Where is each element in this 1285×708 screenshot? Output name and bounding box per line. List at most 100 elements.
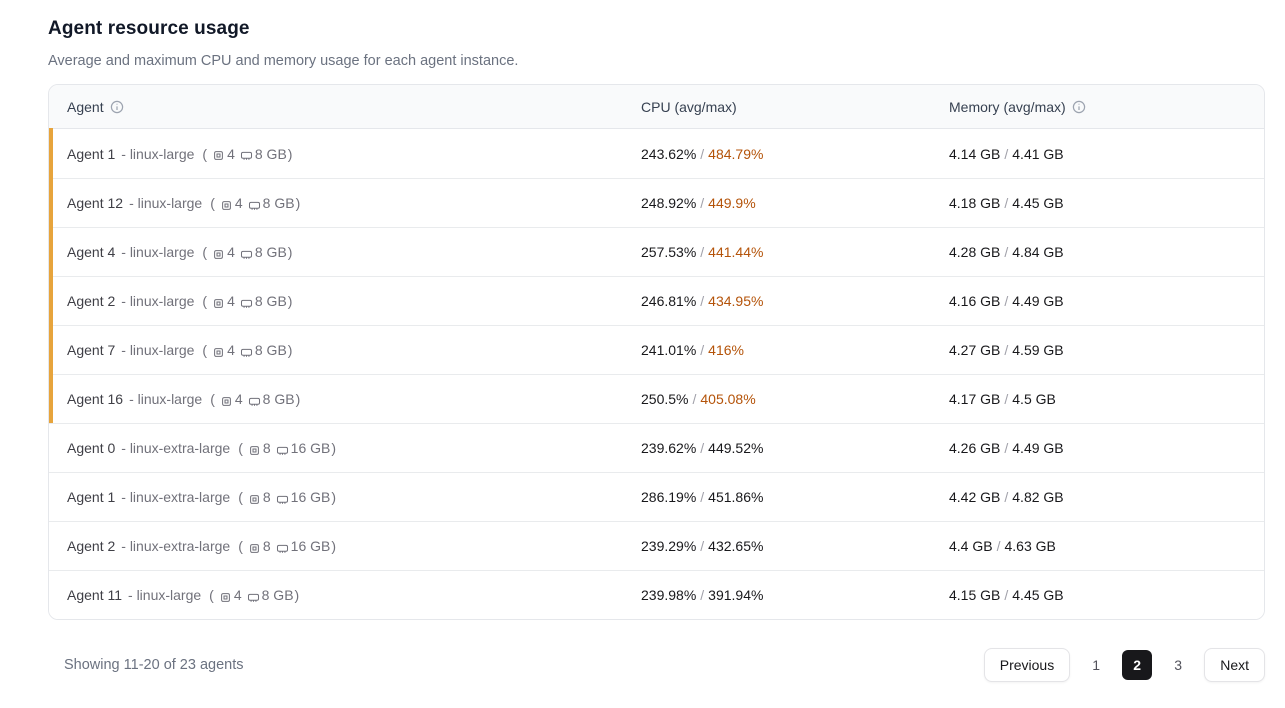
memory-stick-icon	[240, 250, 252, 259]
agent-name: Agent 2	[67, 538, 116, 554]
cpu-max-value: 434.95%	[708, 293, 764, 309]
cpu-avg-value: 248.92%	[641, 195, 697, 211]
table-header-row: Agent CPU (avg/max) Memory (avg/max)	[49, 85, 1264, 129]
agent-type: - linux-large	[129, 391, 203, 407]
cpu-avg-value: 239.62%	[641, 440, 697, 456]
value-separator: /	[1004, 489, 1009, 505]
info-icon[interactable]	[110, 100, 124, 114]
value-separator: /	[1004, 391, 1009, 407]
agent-spec: ( 4 8 GB )	[202, 244, 292, 260]
memory-max-value: 4.49 GB	[1012, 440, 1064, 456]
agent-cell: Agent 2 - linux-extra-large ( 8 16 GB )	[49, 538, 641, 554]
spec-close-paren: )	[287, 145, 293, 162]
spec-cpu-count: 4	[227, 342, 235, 358]
value-separator: /	[700, 440, 705, 456]
value-separator: /	[700, 244, 705, 260]
agent-name: Agent 12	[67, 195, 124, 211]
spec-memory-size: 8 GB	[262, 195, 295, 211]
cpu-max-value: 441.44%	[708, 244, 764, 260]
memory-avg-value: 4.17 GB	[949, 391, 1001, 407]
table-row: Agent 2 - linux-extra-large ( 8 16 GB )	[49, 521, 1264, 570]
spec-close-paren: )	[331, 538, 337, 554]
page-numbers: 1 2 3	[1089, 650, 1185, 680]
spec-cpu-count: 4	[227, 244, 235, 260]
agent-type: - linux-extra-large	[121, 489, 231, 505]
pagination: Previous 1 2 3 Next	[983, 648, 1265, 682]
value-separator: /	[700, 587, 705, 603]
previous-button[interactable]: Previous	[983, 648, 1071, 682]
agent-usage-table: Agent CPU (avg/max) Memory (avg/max)	[48, 84, 1265, 620]
cpu-chip-icon	[220, 592, 230, 602]
spec-close-paren: )	[295, 391, 301, 407]
memory-avg-value: 4.26 GB	[949, 440, 1001, 456]
spec-close-paren: )	[294, 587, 300, 603]
memory-stick-icon	[247, 593, 259, 602]
memory-max-value: 4.45 GB	[1012, 587, 1064, 603]
memory-cell: 4.18 GB/4.45 GB	[949, 195, 1264, 211]
value-separator: /	[1004, 195, 1009, 211]
value-separator: /	[996, 538, 1001, 554]
agent-spec: ( 4 8 GB )	[210, 195, 300, 211]
next-button[interactable]: Next	[1204, 648, 1265, 682]
memory-avg-value: 4.16 GB	[949, 293, 1001, 309]
agent-name: Agent 7	[67, 342, 116, 358]
agent-cell: Agent 0 - linux-extra-large ( 8 16 GB )	[49, 440, 641, 456]
memory-cell: 4.26 GB/4.49 GB	[949, 440, 1264, 456]
spec-cpu-count: 4	[233, 587, 242, 603]
spec-cpu-count: 8	[262, 538, 271, 554]
info-icon[interactable]	[1072, 100, 1086, 114]
page-title: Agent resource usage	[48, 18, 250, 39]
agent-name: Agent 2	[67, 293, 116, 309]
cpu-cell: 239.62%/449.52%	[641, 440, 949, 456]
cpu-avg-value: 250.5%	[641, 391, 689, 407]
table-body: Agent 1 - linux-large ( 4 8 GB )	[49, 128, 1264, 619]
cpu-avg-value: 246.81%	[641, 293, 697, 309]
column-header-memory: Memory (avg/max)	[949, 99, 1264, 115]
column-header-memory-label: Memory (avg/max)	[949, 98, 1066, 115]
spec-memory-size: 16 GB	[290, 440, 331, 456]
page: Agent resource usage Average and maximum…	[48, 18, 1265, 682]
spec-open-paren: (	[210, 391, 215, 407]
memory-max-value: 4.45 GB	[1012, 195, 1064, 211]
spec-open-paren: (	[238, 538, 243, 554]
memory-avg-value: 4.27 GB	[949, 342, 1001, 358]
cpu-cell: 246.81%/434.95%	[641, 293, 949, 309]
value-separator: /	[700, 489, 705, 505]
spec-close-paren: )	[287, 293, 293, 309]
memory-stick-icon	[276, 446, 288, 455]
memory-stick-icon	[240, 151, 252, 160]
cpu-chip-icon	[221, 200, 231, 210]
value-separator: /	[1004, 244, 1009, 260]
page-number-3[interactable]: 3	[1171, 657, 1185, 673]
memory-max-value: 4.63 GB	[1004, 538, 1056, 554]
memory-max-value: 4.49 GB	[1012, 293, 1064, 309]
spec-memory-size: 8 GB	[254, 145, 287, 162]
agent-spec: ( 4 8 GB )	[210, 391, 300, 407]
agent-spec: ( 4 8 GB )	[202, 342, 292, 358]
agent-name: Agent 1	[67, 489, 116, 505]
spec-memory-size: 16 GB	[290, 538, 331, 554]
memory-cell: 4.42 GB/4.82 GB	[949, 489, 1264, 505]
memory-cell: 4.15 GB/4.45 GB	[949, 587, 1264, 603]
agent-name: Agent 16	[67, 391, 124, 407]
cpu-avg-value: 286.19%	[641, 489, 697, 505]
memory-stick-icon	[276, 544, 288, 553]
spec-open-paren: (	[202, 244, 208, 260]
cpu-avg-value: 243.62%	[641, 145, 697, 162]
cpu-chip-icon	[214, 249, 223, 259]
spec-close-paren: )	[287, 244, 293, 260]
page-number-2[interactable]: 2	[1122, 650, 1153, 680]
value-separator: /	[700, 538, 705, 554]
memory-cell: 4.27 GB/4.59 GB	[949, 342, 1264, 358]
agent-spec: ( 4 8 GB )	[209, 587, 299, 603]
spec-cpu-count: 4	[234, 195, 243, 211]
table-row: Agent 7 - linux-large ( 4 8 GB )	[49, 325, 1264, 374]
column-header-agent-label: Agent	[67, 98, 104, 115]
page-number-1[interactable]: 1	[1089, 657, 1103, 673]
cpu-chip-icon	[249, 494, 259, 504]
value-separator: /	[1004, 293, 1009, 309]
agent-cell: Agent 11 - linux-large ( 4 8 GB )	[49, 587, 641, 603]
cpu-cell: 257.53%/441.44%	[641, 244, 949, 260]
memory-max-value: 4.5 GB	[1012, 391, 1056, 407]
cpu-cell: 239.29%/432.65%	[641, 538, 949, 554]
